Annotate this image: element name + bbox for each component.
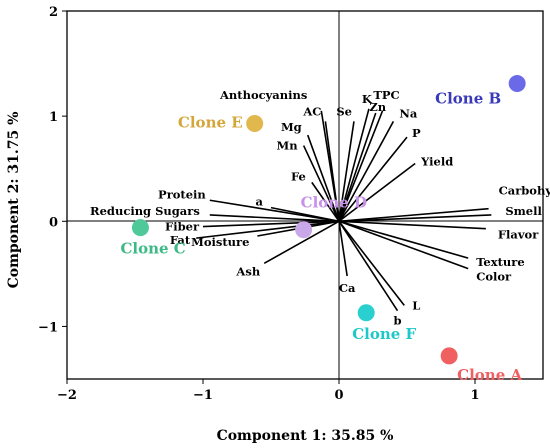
loading-vector-b <box>338 220 399 312</box>
loading-label-fe: Fe <box>291 169 306 183</box>
score-label-clone-d: Clone D <box>301 194 367 212</box>
loading-vector-ac <box>324 121 340 222</box>
loading-vector-k <box>338 108 370 222</box>
loading-label-na: Na <box>399 106 418 120</box>
loading-label-flavor: Flavor <box>498 228 539 242</box>
loading-label-b: b <box>393 314 401 328</box>
loading-label-yield: Yield <box>420 154 453 168</box>
loading-vector-reducing-sugars <box>209 214 340 223</box>
loading-vector-mn <box>302 145 340 222</box>
score-label-clone-c: Clone C <box>120 240 185 258</box>
loading-label-ash: Ash <box>235 264 260 278</box>
loading-vector-l <box>338 220 405 306</box>
loading-label-l: L <box>412 298 420 312</box>
y-axis-label: Component 2: 31.75 % <box>6 112 22 289</box>
x-axis-label: Component 1: 35.85 % <box>217 428 394 444</box>
loading-label-reducing-sugars: Reducing Sugars <box>90 204 200 218</box>
loading-label-mn: Mn <box>277 139 299 153</box>
loading-label-fiber: Fiber <box>165 220 200 234</box>
loading-vector-protein <box>209 199 340 223</box>
loading-vector-ca <box>338 221 348 277</box>
score-label-clone-a: Clone A <box>457 366 522 384</box>
score-point-clone-f <box>357 304 375 322</box>
score-label-clone-f: Clone F <box>352 325 416 343</box>
loading-label-k: K <box>362 92 373 106</box>
y-tick-label: 1 <box>49 110 58 125</box>
loading-label-tpc: TPC <box>373 88 399 102</box>
loading-vector-p <box>338 136 408 222</box>
x-tick-label: 0 <box>334 388 343 403</box>
loading-label-p: P <box>412 126 421 140</box>
loading-label-protein: Protein <box>158 187 206 201</box>
score-point-clone-a <box>440 347 458 365</box>
loading-vector-zn <box>338 112 377 222</box>
loading-label-carbohydrate: Carbohydrate <box>499 184 550 198</box>
y-tick-label: 2 <box>49 5 58 20</box>
loading-vector-fiber <box>202 220 340 228</box>
y-tick-label: −1 <box>38 320 58 335</box>
x-tick-label: 1 <box>470 388 479 403</box>
loading-label-mg: Mg <box>281 120 302 134</box>
loading-label-ac: AC <box>302 104 321 118</box>
loading-vector-color <box>338 220 469 270</box>
loading-label-fat: Fat <box>170 233 191 247</box>
loading-label-texture: Texture <box>476 255 524 269</box>
score-point-clone-e <box>246 115 264 133</box>
x-tick-label: −1 <box>193 388 213 403</box>
score-label-clone-b: Clone B <box>435 90 501 108</box>
loading-label-ca: Ca <box>339 281 356 295</box>
loading-vector-mg <box>306 134 340 222</box>
loading-label-se: Se <box>336 104 352 118</box>
loading-vector-a <box>270 206 340 223</box>
loading-vector-texture <box>338 220 469 259</box>
score-point-clone-d <box>295 221 313 239</box>
score-point-clone-c <box>131 219 149 237</box>
loading-label-anthocyanins: Anthocyanins <box>219 88 307 102</box>
x-tick-label: −2 <box>57 388 77 403</box>
score-point-clone-b <box>508 75 526 93</box>
loading-vector-ash <box>263 220 340 265</box>
loading-label-a: a <box>256 195 264 209</box>
loading-label-smell: Smell <box>505 204 542 218</box>
loading-label-color: Color <box>476 270 512 284</box>
loading-vector-na <box>338 121 395 222</box>
loading-vector-smell <box>338 214 492 223</box>
loading-vector-yield <box>338 162 416 222</box>
loading-vector-se <box>338 121 355 222</box>
loading-vector-carbohydrate <box>338 207 489 223</box>
loading-label-moisture: Moisture <box>191 235 249 249</box>
score-label-clone-e: Clone E <box>178 114 243 132</box>
loading-label-zn: Zn <box>369 100 386 114</box>
y-tick-label: 0 <box>49 215 58 230</box>
loading-vector-fe <box>311 181 340 222</box>
loading-vector-fat <box>196 220 340 239</box>
loading-vector-flavor <box>338 220 486 230</box>
plot-frame <box>66 10 544 380</box>
loading-vector-tpc <box>338 110 384 222</box>
